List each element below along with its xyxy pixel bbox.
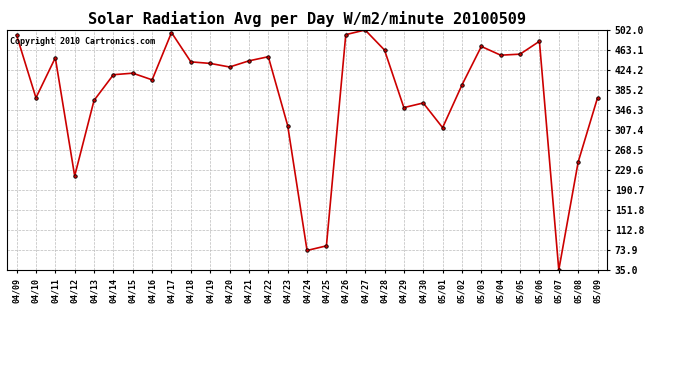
Title: Solar Radiation Avg per Day W/m2/minute 20100509: Solar Radiation Avg per Day W/m2/minute … <box>88 12 526 27</box>
Text: Copyright 2010 Cartronics.com: Copyright 2010 Cartronics.com <box>10 37 155 46</box>
